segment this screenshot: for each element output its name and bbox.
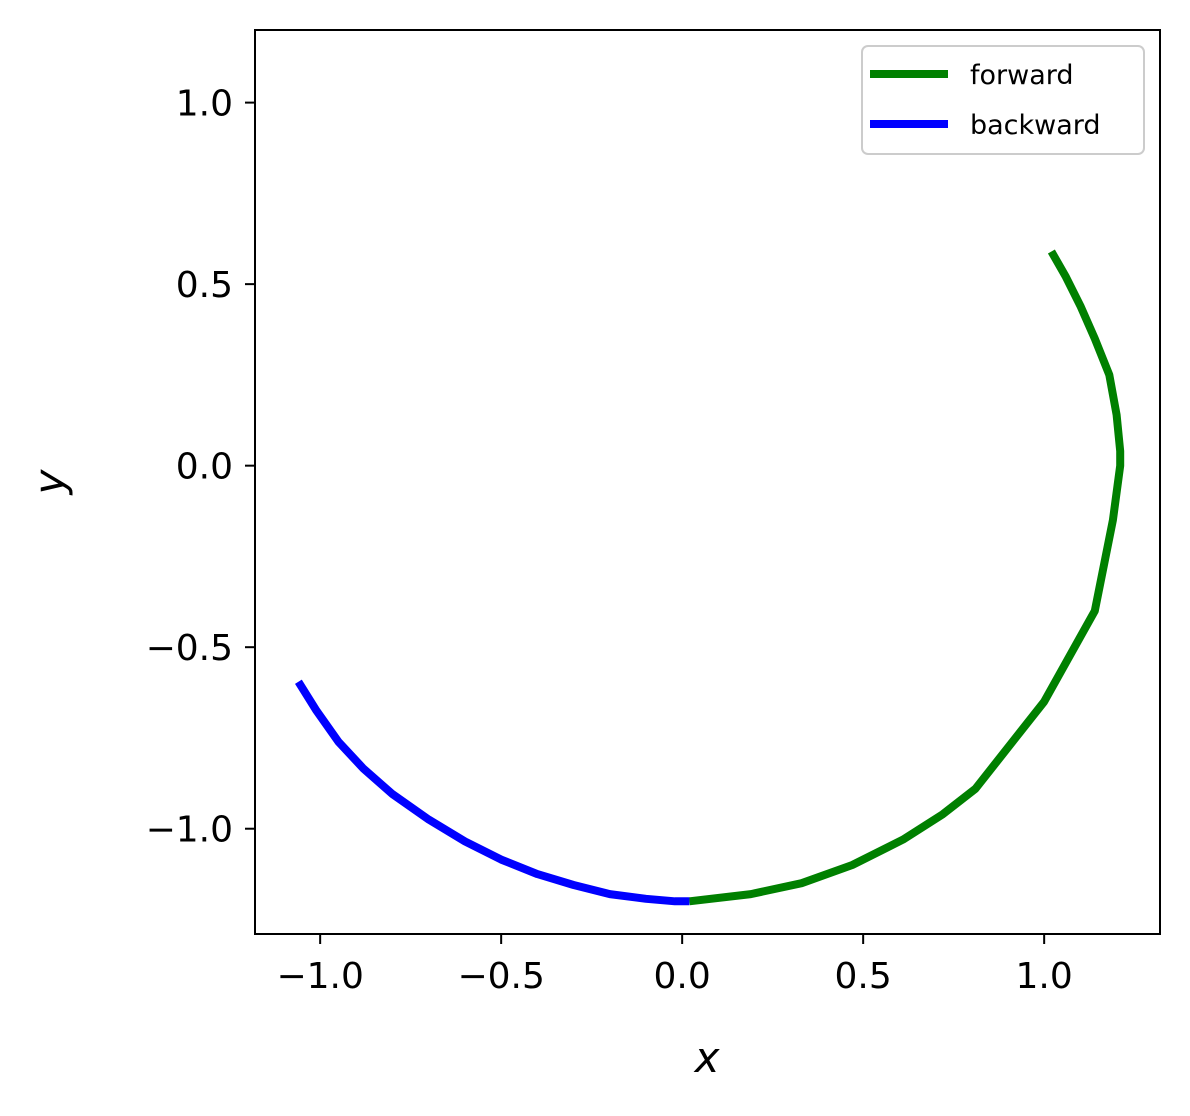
axis-ticks: −1.0 −0.5 0.0 0.5 1.0 −1.0 −0.5 0.0 0.5 1.0 — [146, 84, 1073, 997]
y-tick-label: −1.0 — [146, 810, 233, 851]
x-tick-label: −0.5 — [457, 956, 544, 997]
plot-frame — [254, 29, 1161, 935]
y-tick-label: −0.5 — [146, 628, 233, 669]
x-axis-label: x — [693, 1033, 721, 1082]
legend-label-backward: backward — [970, 110, 1101, 141]
x-tick-label: 0.0 — [654, 956, 711, 997]
series-line-backward — [295, 679, 690, 906]
y-tick-label: 1.0 — [176, 84, 233, 125]
y-tick-label: 0.0 — [176, 447, 233, 488]
y-tick-label: 0.5 — [176, 265, 233, 306]
y-axis-label: y — [25, 468, 74, 496]
plot-area — [255, 30, 1160, 934]
legend: forward backward — [861, 45, 1145, 155]
x-tick-label: −1.0 — [276, 956, 363, 997]
x-tick-label: 0.5 — [835, 956, 892, 997]
plot-lines — [295, 249, 1125, 906]
x-tick-label: 1.0 — [1016, 956, 1073, 997]
series-line-forward — [688, 249, 1125, 906]
legend-label-forward: forward — [970, 60, 1074, 91]
